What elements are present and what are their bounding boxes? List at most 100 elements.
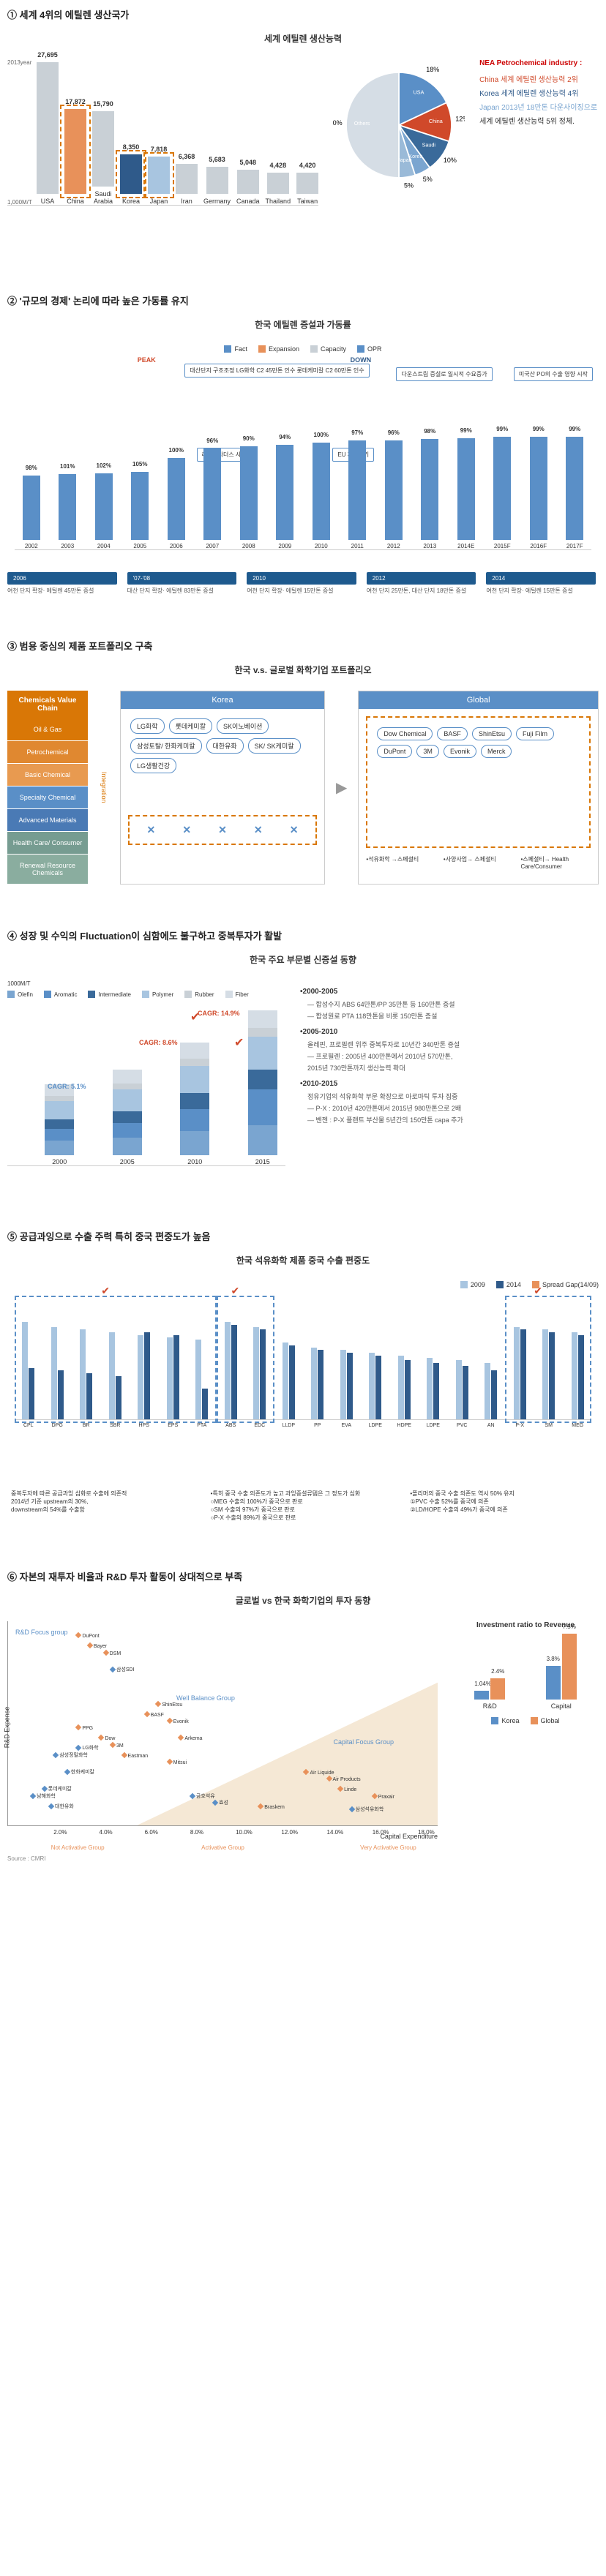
global-header: Global: [359, 691, 598, 709]
region-not-active: Not Activative Group: [51, 1844, 105, 1851]
company: SK이노베이션: [217, 718, 269, 734]
company: BASF: [437, 727, 468, 740]
svg-text:China: China: [429, 118, 443, 124]
legend-item: Rubber: [184, 991, 214, 998]
s1-legend-title: NEA Petrochemical industry :: [479, 59, 599, 67]
point-롯데케미칼: [41, 1786, 47, 1792]
point-삼성정밀화학: [53, 1751, 59, 1757]
point-ShinEtsu: [155, 1700, 161, 1706]
bar-Taiwan: 4,420Taiwan: [296, 173, 318, 205]
bar-2013: 98%2013: [414, 439, 447, 549]
bar-USA: 27,695USA: [37, 62, 59, 205]
note: •특히 중국 수출 의존도가 높고 과잉증설류템은 그 정도가 심화 ○MEG …: [207, 1486, 400, 1525]
product-label: P-X: [506, 1423, 534, 1428]
point-label: 삼성석유화학: [356, 1806, 384, 1813]
product-label: HPS: [130, 1423, 158, 1428]
bar-2000: 2000: [37, 1084, 83, 1165]
bar-2016F: 99%2016F: [522, 437, 556, 549]
legend-item: Fiber: [225, 991, 249, 998]
down-label: DOWN: [351, 356, 372, 364]
legend-item: Polymer: [142, 991, 173, 998]
y-axis-label: R&D Expense: [3, 1706, 10, 1748]
bar-EDC: [246, 1327, 274, 1419]
product-label: MEG: [564, 1423, 592, 1428]
s1-pie-chart: 18%USA12%China10%Saudi5%Korea5%Japan50%O…: [333, 59, 465, 249]
s5-chart: ✔✔✔ CPLDPGBRSBRHPSEPSPTAABSEDCLLDPPPEVAL…: [7, 1296, 599, 1471]
product-label: CPL: [15, 1423, 42, 1428]
chain-item: Advanced Materials: [7, 809, 88, 831]
s3-korea-panel: Korea LG화학롯데케미칼SK이노베이션삼성토탈/ 한화케미칼대한유화SK/…: [120, 691, 325, 885]
point-label: DSM: [110, 1651, 121, 1656]
s1-bar-chart: 2013year 1,000M/T 27,695USA17,872China15…: [7, 59, 318, 249]
company: 롯데케미칼: [169, 718, 212, 734]
bar-PTA: [188, 1340, 216, 1419]
s1-legend: NEA Petrochemical industry : China 세계 에틸…: [479, 59, 599, 249]
company: LG화학: [130, 718, 165, 734]
arrow-note: •석유화학 →스페셜티: [366, 855, 436, 870]
point-label: 삼성정밀화학: [59, 1751, 88, 1759]
product-label: SBR: [102, 1423, 130, 1428]
point-label: Evonik: [173, 1719, 189, 1724]
bar-PVC: [449, 1360, 476, 1419]
legend-item: Intermediate: [88, 991, 130, 998]
bar-2010: 100%2010: [304, 443, 338, 549]
bar-2017F: 99%2017F: [558, 437, 592, 549]
side-bar-Capital: 3.8%7.5%Capital: [531, 1634, 592, 1710]
svg-text:5%: 5%: [404, 181, 414, 189]
section-5: ⑤ 공급과잉으로 수출 주력 특히 중국 편중도가 높음 한국 석유화학 제품 …: [0, 1222, 606, 1533]
legend-item: 2009: [460, 1281, 485, 1288]
check-icon: ✔: [101, 1285, 110, 1297]
bar-China: 17,872China: [64, 109, 86, 205]
point-label: 효성: [219, 1799, 228, 1806]
bar-CPL: [15, 1322, 42, 1419]
point-label: Linde: [344, 1787, 356, 1792]
s4-chart-title: 한국 주요 부문별 신증설 동향: [7, 953, 599, 966]
milestone: '07-'08대산 단지 확장· 에틸렌 83만톤 증설: [127, 572, 240, 595]
point-한화케미칼: [64, 1769, 70, 1775]
bar-AN: [477, 1363, 505, 1419]
svg-text:Japan: Japan: [397, 157, 412, 163]
point-label: Mitsui: [173, 1760, 187, 1765]
company: Merck: [481, 745, 512, 758]
bar-DPG: [44, 1327, 72, 1419]
legend-item: Fact: [224, 345, 247, 353]
peak-label: PEAK: [138, 356, 156, 364]
section-3: ③ 범용 중심의 제품 포트폴리오 구축 한국 v.s. 글로벌 화학기업 포트…: [0, 631, 606, 892]
company: 대한유화: [206, 738, 244, 754]
s3-title: ③ 범용 중심의 제품 포트폴리오 구축: [7, 639, 599, 653]
point-Mitsui: [167, 1759, 173, 1765]
legend-item: Japan 2013년 18만톤 다운사이징으로: [479, 101, 599, 112]
bar-Iran: 6,368Iran: [176, 164, 198, 205]
s6-title: ⑥ 자본의 재투자 비율과 R&D 투자 활동이 상대적으로 부족: [7, 1569, 599, 1583]
point-Evonik: [167, 1718, 173, 1724]
s1-y-unit: 1,000M/T: [7, 199, 32, 206]
company: Fuji Film: [516, 727, 554, 740]
chain-item: Basic Chemical: [7, 764, 88, 786]
company: ShinEtsu: [472, 727, 512, 740]
arrow-note: •사양사업→ 스페셜티: [444, 855, 514, 870]
point-label: 삼성SDI: [116, 1666, 135, 1673]
point-label: 남해화학: [37, 1792, 56, 1800]
section-2: ② '규모의 경제' 논리에 따라 높은 가동률 유지 한국 에틸렌 증설과 가…: [0, 286, 606, 602]
s6-scatter: R&D Expense Capital Expenditure R&D Focu…: [7, 1621, 438, 1826]
bar-2009: 94%2009: [269, 445, 302, 549]
chain-item: Health Care/ Consumer: [7, 832, 88, 854]
point-금호석유: [190, 1792, 195, 1798]
product-label: BR: [72, 1423, 100, 1428]
bar-2010: 2010: [172, 1043, 218, 1165]
s2-anno-1: 대산단지 구조조정 LG화학 C2 45만톤 인수 롯데케미칼 C2 60만톤 …: [184, 364, 369, 378]
point-Arkema: [178, 1735, 184, 1741]
svg-text:Saudi: Saudi: [422, 142, 436, 149]
point-label: PPG: [82, 1726, 93, 1731]
bar-2012: 96%2012: [377, 440, 411, 549]
legend-item: 2014: [496, 1281, 521, 1288]
point-label: Arkema: [184, 1736, 202, 1741]
point-label: Eastman: [128, 1754, 149, 1759]
point-label: 대한유화: [55, 1803, 74, 1810]
s4-chart: 1000M/T OlefinAromaticIntermediatePolyme…: [7, 980, 285, 1185]
x-tick: 6.0%: [145, 1829, 158, 1836]
svg-text:Others: Others: [354, 120, 370, 127]
legend-item: 세계 에틸렌 생산능력 5위 정체.: [479, 115, 599, 126]
bar-LLDP: [275, 1343, 303, 1419]
arrow-note: •스페셜티→ Health Care/Consumer: [520, 855, 591, 870]
